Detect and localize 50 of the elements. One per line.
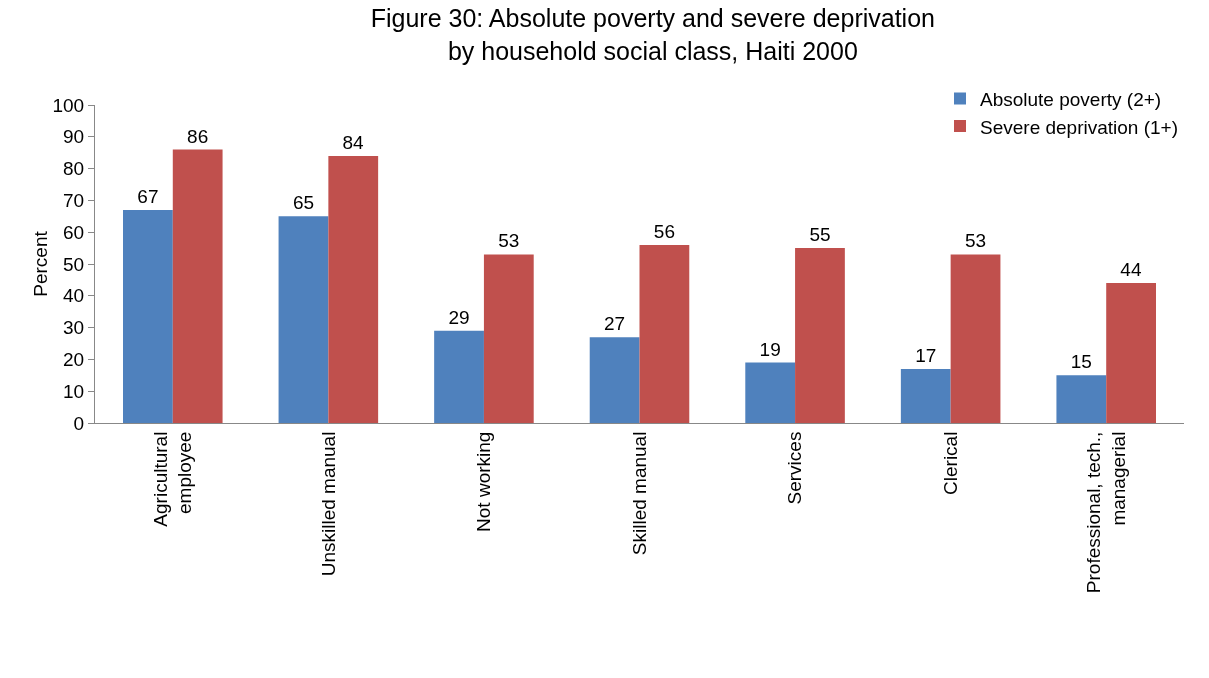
data-label: 15: [1070, 351, 1092, 373]
y-tick-label: 90: [63, 126, 85, 148]
data-label: 19: [759, 338, 781, 360]
bar: [950, 254, 1001, 423]
data-label: 17: [915, 344, 937, 366]
y-axis-title: Percent: [30, 230, 51, 297]
bar: [328, 155, 379, 423]
data-label: 53: [498, 230, 520, 252]
y-tick-label: 60: [63, 221, 85, 243]
data-label: 86: [187, 125, 209, 147]
data-label: 29: [448, 306, 470, 328]
y-tick-label: 20: [63, 349, 85, 371]
bar: [172, 149, 223, 423]
bar: [434, 330, 484, 423]
data-label: 67: [137, 185, 159, 207]
x-tick-label: Agricultural employee: [149, 431, 196, 527]
data-label: 44: [1120, 259, 1142, 281]
x-tick-label: Not working: [473, 431, 495, 532]
bar: [1106, 283, 1156, 423]
data-label: 53: [964, 230, 987, 252]
y-tick-label: 70: [63, 190, 85, 212]
bar: [639, 244, 690, 423]
bar: [1056, 375, 1107, 423]
y-tick-label: 80: [63, 158, 85, 180]
x-tick-label: Professional, tech., managerial: [1083, 431, 1129, 594]
legend-label: Absolute poverty (2+): [980, 88, 1162, 110]
chart-title: Figure 30: Absolute poverty and severe deprivation by household social class, Haiti 2000: [370, 4, 935, 65]
bar: [745, 362, 796, 423]
bar: [589, 337, 640, 423]
x-tick-label: Services: [784, 431, 806, 505]
data-label: 56: [653, 220, 675, 242]
y-tick-label: 100: [52, 94, 85, 116]
data-label: 65: [292, 192, 315, 214]
bar: [483, 254, 534, 423]
x-tick-label: Clerical: [939, 431, 961, 495]
data-label: 84: [342, 131, 365, 153]
y-tick-label: 40: [63, 285, 85, 307]
bar: [278, 216, 329, 423]
x-tick-label: Skilled manual: [628, 431, 650, 556]
x-tick-label: Unskilled manual: [317, 431, 339, 577]
bar: [900, 368, 951, 423]
bar: [123, 209, 173, 423]
data-label: 55: [809, 224, 831, 246]
y-tick-label: 50: [63, 253, 85, 275]
bar: [795, 248, 845, 423]
y-tick-label: 0: [73, 412, 85, 434]
y-tick-label: 10: [63, 380, 85, 402]
y-tick-label: 30: [63, 317, 85, 339]
legend-label: Severe deprivation (1+): [980, 116, 1179, 138]
data-label: 27: [604, 313, 626, 335]
